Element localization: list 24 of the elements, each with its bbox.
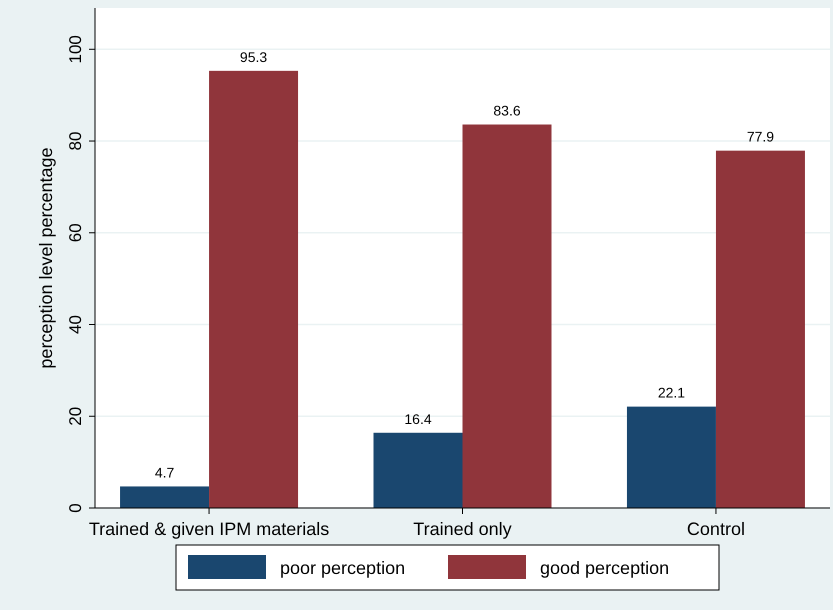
bar: [462, 124, 552, 508]
y-tick-label: 80: [66, 132, 85, 150]
data-label: 16.4: [404, 410, 432, 427]
data-label: 83.6: [493, 102, 521, 119]
data-label: 4.7: [154, 464, 174, 480]
bar: [120, 486, 210, 508]
x-tick-label: Trained only: [413, 519, 512, 539]
bar: [209, 70, 298, 508]
data-label: 77.9: [746, 128, 774, 145]
x-tick-label: Control: [686, 519, 745, 539]
legend-label: good perception: [540, 558, 670, 578]
y-tick-label: 0: [66, 503, 85, 513]
y-tick-label: 40: [66, 315, 85, 334]
y-tick-label: 60: [66, 223, 85, 242]
bar: [716, 150, 805, 508]
y-tick-label: 100: [66, 35, 85, 64]
y-tick-label: 20: [66, 406, 85, 426]
x-tick-label: Trained & given IPM materials: [88, 519, 330, 539]
data-label: 95.3: [240, 48, 268, 65]
data-label: 22.1: [658, 384, 686, 401]
bar: [374, 432, 462, 508]
y-axis-title: perception level percentage: [36, 147, 56, 369]
legend-label: poor perception: [280, 558, 406, 578]
bar: [626, 406, 716, 508]
